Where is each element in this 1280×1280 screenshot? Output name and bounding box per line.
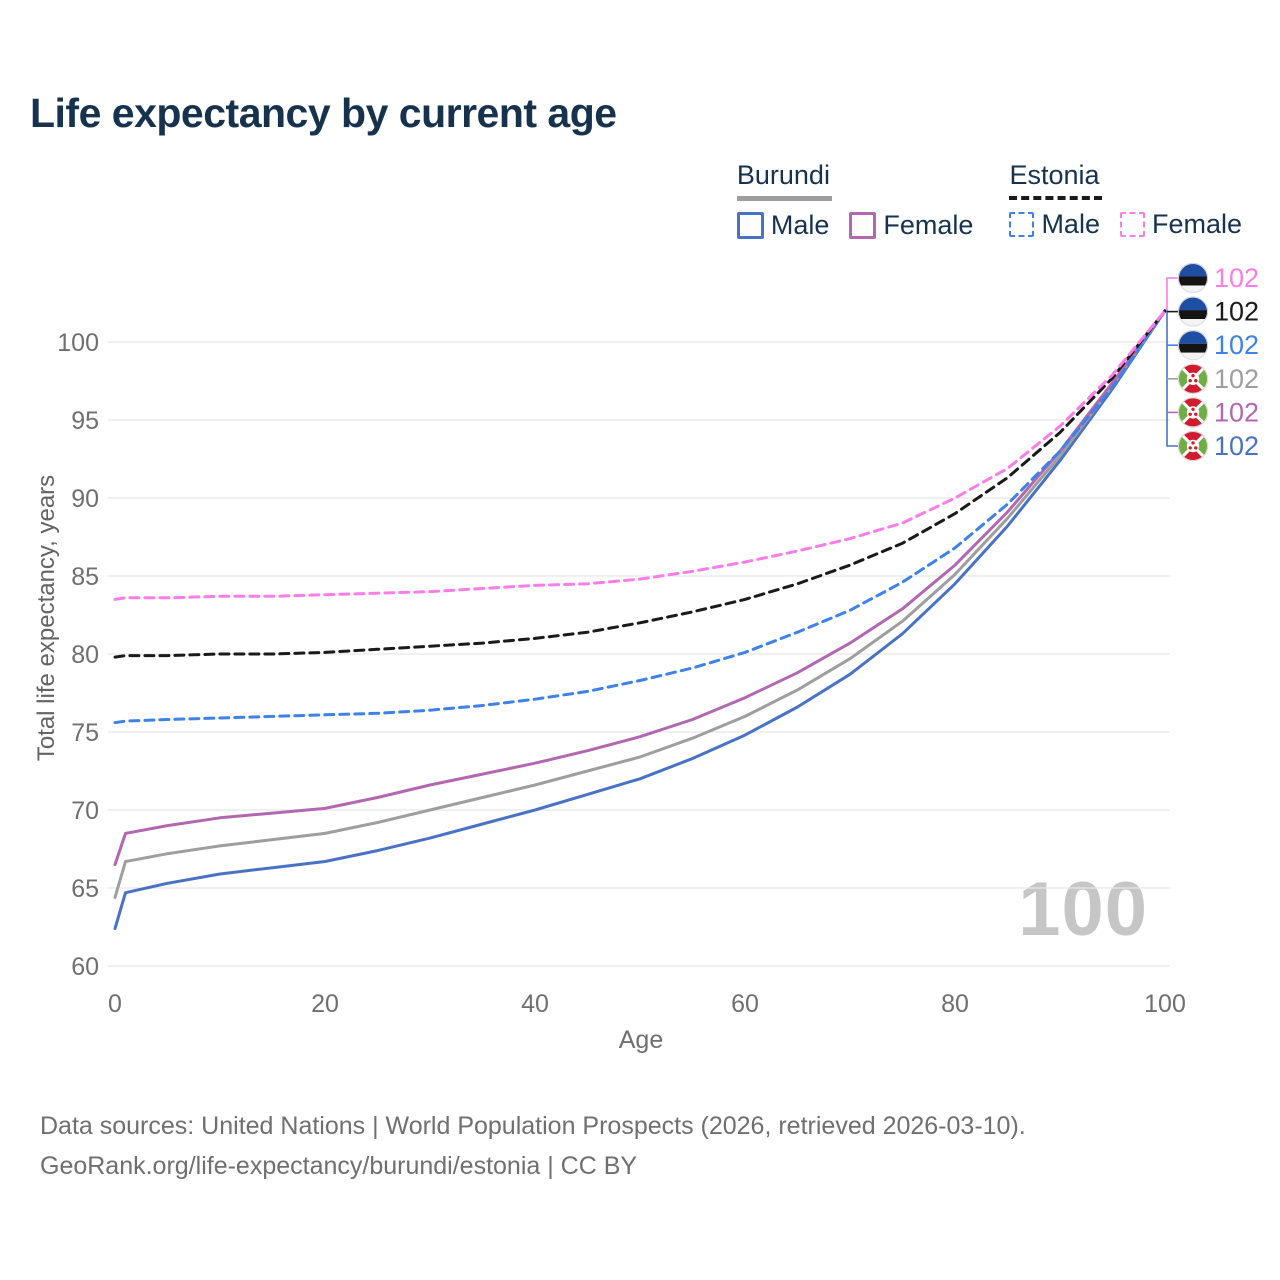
end-value-estonia-female: 102 [1214,263,1259,293]
y-tick-label-90: 90 [71,485,99,513]
leader-line-bottom [1166,310,1178,447]
legend-country-estonia: Estonia [1009,160,1102,200]
legend-item-estonia-female[interactable]: Female [1119,209,1242,240]
end-value-burundi-female: 102 [1214,397,1259,427]
x-tick-label-100: 100 [1144,990,1186,1018]
y-tick-label-75: 75 [71,719,99,747]
legend-country-burundi: Burundi [736,160,832,201]
footer-data-sources: Data sources: United Nations | World Pop… [40,1112,1026,1140]
leader-line-top [1166,277,1178,311]
x-tick-label-40: 40 [521,990,549,1018]
series-line-burundi-total[interactable] [113,309,1167,899]
legend-item-burundi-female[interactable]: Female [849,210,973,241]
estonia-flag-icon [1178,263,1208,293]
footer-attribution: GeoRank.org/life-expectancy/burundi/esto… [40,1152,638,1180]
x-tick-label-60: 60 [731,990,759,1018]
x-tick-label-20: 20 [311,990,339,1018]
y-tick-label-65: 65 [71,875,99,903]
age-counter-watermark: 100 [1018,867,1148,952]
estonia-male-swatch-icon [1009,212,1035,237]
legend-group-burundi: Burundi Male Female [736,160,973,241]
series-line-estonia-female[interactable] [113,309,1167,601]
burundi-flag-icon [1178,431,1208,461]
estonia-flag-icon [1178,296,1208,327]
series-line-burundi-male[interactable] [113,309,1167,931]
y-tick-label-85: 85 [71,563,99,591]
legend-item-estonia-male[interactable]: Male [1009,209,1100,240]
y-tick-label-70: 70 [71,797,99,825]
legend-label-estonia-male: Male [1041,209,1100,239]
series-line-estonia-male[interactable] [113,309,1167,725]
burundi-flag-icon [1178,397,1208,428]
end-value-estonia-male: 102 [1214,330,1259,360]
legend-label-burundi-female: Female [883,210,974,240]
y-tick-label-60: 60 [71,953,99,981]
x-tick-label-0: 0 [108,990,122,1018]
estonia-flag-icon [1178,330,1208,361]
burundi-flag-icon [1178,363,1208,394]
x-tick-label-80: 80 [941,990,969,1018]
end-value-burundi-total: 102 [1214,364,1259,394]
burundi-male-swatch-icon [736,212,764,239]
series-line-estonia-total[interactable] [113,309,1167,659]
y-tick-label-95: 95 [71,407,99,435]
legend-group-estonia: Estonia Male Female [1009,160,1242,241]
burundi-female-swatch-icon [849,212,877,239]
end-value-estonia-total: 102 [1214,297,1259,327]
legend-label-burundi-male: Male [770,210,830,240]
legend: Burundi Male Female Estonia Male Female [736,160,1242,241]
legend-label-estonia-female: Female [1151,209,1242,239]
series-line-burundi-female[interactable] [113,309,1167,867]
y-tick-label-80: 80 [71,641,99,669]
y-axis-title: Total life expectancy, years [33,474,60,762]
page-title: Life expectancy by current age [30,90,617,136]
estonia-female-swatch-icon [1119,212,1145,237]
end-value-burundi-male: 102 [1214,431,1259,461]
footer: Data sources: United Nations | World Pop… [40,1106,1026,1186]
x-axis-title: Age [618,1026,664,1054]
y-tick-label-100: 100 [57,329,99,357]
legend-item-burundi-male[interactable]: Male [736,210,830,241]
